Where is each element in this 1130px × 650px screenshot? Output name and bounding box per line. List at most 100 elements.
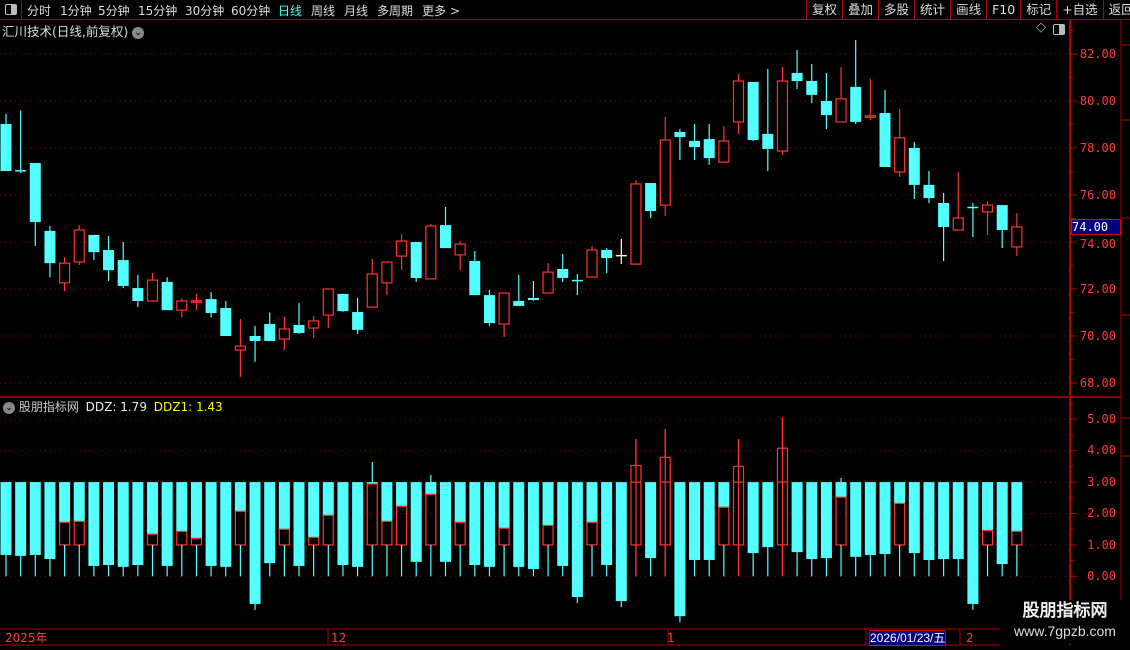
add-watchlist-button[interactable]: +自选 xyxy=(1056,0,1102,19)
candle-body-up xyxy=(190,300,203,303)
candle-body-down xyxy=(879,112,891,168)
candle-body-down xyxy=(908,148,920,185)
candle-body-down xyxy=(88,234,100,253)
candle-body-down xyxy=(205,299,217,313)
ddz1-box xyxy=(234,510,246,546)
candle-body-down xyxy=(132,288,144,301)
period-tab-monthly[interactable]: 月线 xyxy=(344,4,369,18)
period-tab-fenshi[interactable]: 分时 xyxy=(27,4,52,18)
price-axis-label: 72.00 xyxy=(1079,282,1116,296)
ddz-bar xyxy=(117,482,129,567)
ddz-bar xyxy=(557,482,569,566)
ddz-bar xyxy=(220,482,232,567)
candle-body-up xyxy=(176,300,188,311)
indicator-axis-label: 0.00 xyxy=(1087,569,1116,583)
indicator-axis-label: 3.00 xyxy=(1087,475,1116,489)
cursor-date-tag: 2026/01/23/五 xyxy=(869,630,947,646)
ddz-bar xyxy=(967,482,979,604)
restore-rights-button[interactable]: 复权 xyxy=(806,0,842,19)
date-axis-label: 1 xyxy=(667,631,675,645)
statistics-button[interactable]: 统计 xyxy=(914,0,950,19)
f10-button[interactable]: F10 xyxy=(986,0,1020,19)
ddz-bar xyxy=(645,482,657,559)
candle-body-down xyxy=(571,279,583,282)
candle-body-down xyxy=(615,254,627,257)
candle-body-down xyxy=(15,170,27,172)
price-axis-label: 80.00 xyxy=(1079,94,1116,108)
candle-body-down xyxy=(820,101,832,116)
period-tab-more[interactable]: 更多 > xyxy=(422,4,460,18)
candle-body-down xyxy=(703,139,715,159)
ddz-bar xyxy=(674,482,686,617)
candle-body-down xyxy=(645,183,657,211)
candle-body-down xyxy=(483,295,495,324)
candle-body-down xyxy=(689,140,701,148)
period-tab-60min[interactable]: 60分钟 xyxy=(231,4,271,18)
candle-body-down xyxy=(0,124,12,172)
indicator-name[interactable]: 股朋指标网 xyxy=(18,400,79,414)
back-button[interactable]: 返回 xyxy=(1102,0,1130,19)
ddz1-box xyxy=(146,533,159,546)
period-tab-weekly[interactable]: 周线 xyxy=(311,4,336,18)
candle-body-up xyxy=(952,217,964,231)
period-tab-1min[interactable]: 1分钟 xyxy=(60,4,92,18)
candle-body-up xyxy=(732,80,745,123)
period-tab-15min[interactable]: 15分钟 xyxy=(138,4,178,18)
period-tab-multi[interactable]: 多周期 xyxy=(377,4,414,18)
ddz-bar xyxy=(689,482,701,560)
candle-body-up xyxy=(454,243,466,256)
ddz-bar xyxy=(864,482,876,555)
ddz-bar xyxy=(923,482,935,560)
panel-toggle-button[interactable] xyxy=(0,0,22,19)
candle-body-down xyxy=(103,249,115,271)
chevron-down-icon[interactable]: ⌄ xyxy=(3,401,15,414)
current-price-tag: 74.00 xyxy=(1071,219,1121,235)
layout-toggle-icon[interactable] xyxy=(1053,24,1065,35)
candle-body-up xyxy=(146,279,159,302)
watermark-url: www.7gpzb.com xyxy=(1014,623,1116,639)
ddz-bar xyxy=(483,482,495,567)
indicator-axis-label: 1.00 xyxy=(1087,538,1116,552)
ddz1-box xyxy=(718,506,730,546)
candle-body-up xyxy=(234,345,246,351)
mark-button[interactable]: 标记 xyxy=(1020,0,1056,19)
chevron-down-icon[interactable]: ⌄ xyxy=(132,26,145,39)
ddz1-box xyxy=(322,514,334,546)
watermark-name: 股朋指标网 xyxy=(1022,601,1108,621)
ddz-bar xyxy=(527,482,539,570)
ddz-bar xyxy=(44,482,56,560)
overlay-button[interactable]: 叠加 xyxy=(842,0,878,19)
ddz-bar xyxy=(337,482,349,565)
draw-line-button[interactable]: 画线 xyxy=(950,0,986,19)
chart-title[interactable]: 汇川技术(日线,前复权) ⌄ xyxy=(2,21,145,40)
candle-body-up xyxy=(1011,226,1023,248)
ddz-bar xyxy=(791,482,803,553)
candle-body-up xyxy=(425,225,437,280)
ddz-bar xyxy=(806,482,818,560)
period-tab-30min[interactable]: 30分钟 xyxy=(185,4,225,18)
period-tab-daily[interactable]: 日线 xyxy=(278,4,303,18)
diamond-icon[interactable]: ◇ xyxy=(1036,20,1046,35)
ddz1-box xyxy=(58,521,71,546)
ddz-bar xyxy=(601,482,613,565)
ddz-bar xyxy=(147,482,158,535)
ddz-bar xyxy=(938,482,950,560)
ddz-bar xyxy=(542,482,554,526)
ddz1-box xyxy=(395,505,408,546)
candle-body-down xyxy=(996,205,1008,231)
ddz1-box xyxy=(308,536,320,546)
price-axis-label: 82.00 xyxy=(1079,47,1116,61)
ddz1-box xyxy=(176,530,188,546)
candle-body-up xyxy=(322,288,334,316)
ddz1-box xyxy=(278,528,290,546)
ddz1-box xyxy=(1011,530,1023,546)
ddz1-box xyxy=(425,493,437,546)
ddz-bar xyxy=(132,482,144,565)
ddz-bar xyxy=(103,482,115,565)
ddz1-box xyxy=(894,502,906,546)
candle-body-down xyxy=(806,81,818,95)
ddz-bar xyxy=(454,482,466,523)
multi-stock-button[interactable]: 多股 xyxy=(878,0,914,19)
period-tab-5min[interactable]: 5分钟 xyxy=(98,4,130,18)
